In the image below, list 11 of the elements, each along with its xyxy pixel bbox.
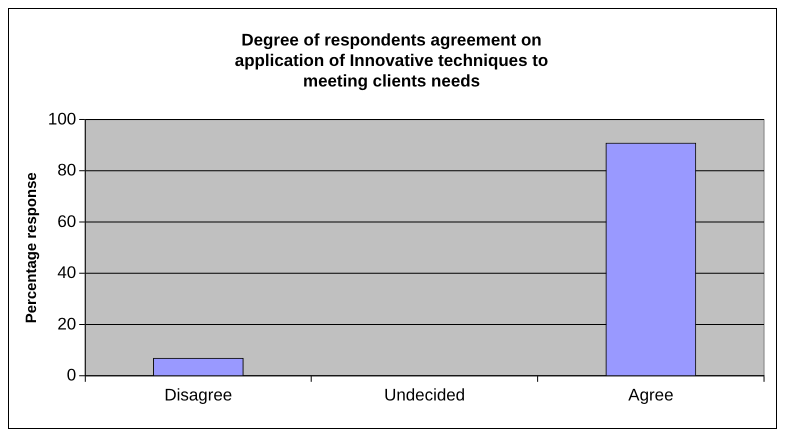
y-tick-label: 80 — [57, 160, 76, 180]
x-tick-label: Disagree — [164, 386, 232, 405]
y-tick-label: 0 — [66, 366, 76, 385]
y-tick-label: 20 — [57, 314, 76, 334]
y-tick-label: 100 — [48, 109, 76, 128]
chart-title: Degree of respondents agreement on application of Innovative techniques to meeting clients needs — [234, 30, 548, 90]
x-tick-label: Undecided — [384, 386, 466, 405]
x-tick-label: Agree — [628, 386, 674, 405]
y-tick-label: 60 — [57, 212, 76, 231]
y-tick-label: 40 — [57, 263, 76, 282]
y-axis-title: Percentage response — [23, 172, 40, 324]
